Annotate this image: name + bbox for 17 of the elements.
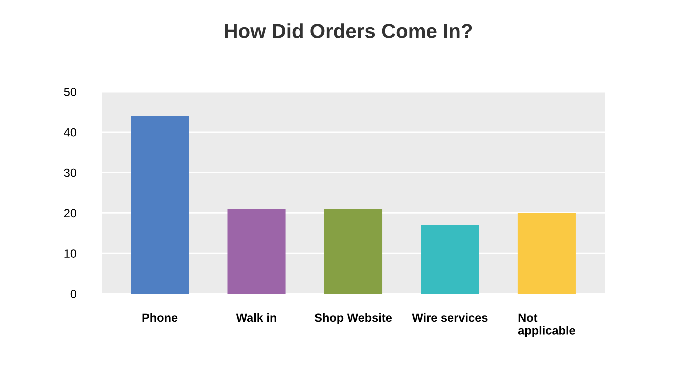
x-tick-label: Wire services — [412, 313, 488, 322]
bar — [324, 209, 383, 294]
bar — [228, 209, 286, 294]
x-tick-label: Shop Website — [314, 313, 392, 324]
bar — [421, 225, 480, 294]
bar — [131, 116, 190, 294]
y-tick-label: 30 — [64, 168, 77, 178]
x-tick-label: Not applicable — [518, 314, 576, 338]
y-tick-label: 0 — [70, 290, 77, 298]
chart-title: How Did Orders Come In? — [225, 24, 472, 38]
y-tick-label: 40 — [64, 128, 77, 137]
y-tick-label: 10 — [64, 250, 77, 258]
x-tick-label: Walk in — [236, 313, 276, 322]
x-tick-label: Phone — [142, 313, 178, 322]
y-tick-label: 50 — [64, 88, 77, 96]
bar — [518, 213, 576, 294]
y-tick-label: 20 — [64, 209, 77, 218]
